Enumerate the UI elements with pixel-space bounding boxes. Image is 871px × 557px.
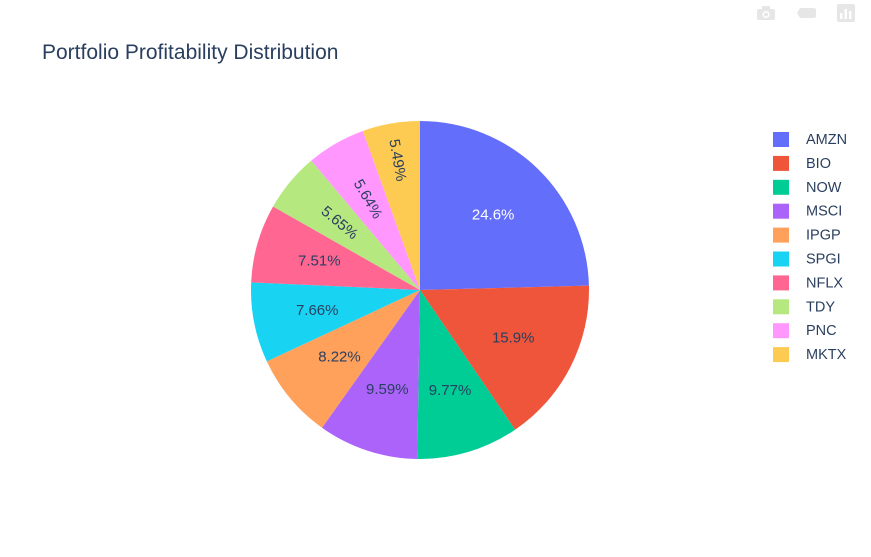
pie-slice-amzn[interactable] [420,121,589,290]
legend-swatch-pnc[interactable] [773,323,789,339]
legend-swatch-bio[interactable] [773,155,789,171]
slice-label-nflx: 7.51% [298,252,341,269]
pie-slice-msci[interactable] [322,290,420,459]
slice-label-amzn: 24.6% [472,206,515,223]
legend-label-bio[interactable]: BIO [806,156,831,172]
zoom-icon[interactable] [789,4,823,22]
legend: AMZN BIO NOW MSCI IPGP SPGI NFLX TDY PNC MKTX [773,132,847,363]
slice-label-bio: 15.9% [492,329,535,346]
legend-label-pnc[interactable]: PNC [806,323,837,339]
legend-label-now[interactable]: NOW [806,180,842,196]
legend-swatch-ipgp[interactable] [773,227,789,243]
legend-swatch-tdy[interactable] [773,299,789,315]
legend-swatch-now[interactable] [773,179,789,195]
slice-label-spgi: 7.66% [296,302,339,319]
slice-label-now: 9.77% [429,382,472,399]
legend-swatch-amzn[interactable] [773,132,789,147]
plotly-logo-icon[interactable] [829,4,863,22]
legend-label-msci[interactable]: MSCI [806,204,842,220]
pie-slice-mktx[interactable] [362,121,420,290]
pie-slices [250,121,590,459]
legend-label-nflx[interactable]: NFLX [806,275,843,291]
legend-label-spgi[interactable]: SPGI [806,252,841,268]
legend-label-tdy[interactable]: TDY [806,299,835,315]
pie-slice-bio[interactable] [420,285,590,430]
pie-slice-tdy[interactable] [273,160,420,290]
pie-slice-pnc[interactable] [311,130,420,290]
modebar [749,4,863,22]
legend-label-ipgp[interactable]: IPGP [806,228,841,244]
pie-slice-now[interactable] [417,290,516,459]
legend-swatch-msci[interactable] [773,203,789,219]
camera-icon[interactable] [749,4,783,22]
slice-label-msci: 9.59% [366,381,409,398]
slice-label-ipgp: 8.22% [318,349,361,366]
legend-label-amzn[interactable]: AMZN [806,132,847,148]
chart-title: Portfolio Profitability Distribution [42,41,338,64]
legend-swatch-mktx[interactable] [773,347,789,363]
legend-swatch-nflx[interactable] [773,275,789,291]
legend-label-mktx[interactable]: MKTX [806,347,847,363]
pie-slice-ipgp[interactable] [266,290,420,428]
pie-slice-spgi[interactable] [250,282,420,362]
legend-swatch-spgi[interactable] [773,251,789,267]
pie-slice-nflx[interactable] [251,206,420,290]
